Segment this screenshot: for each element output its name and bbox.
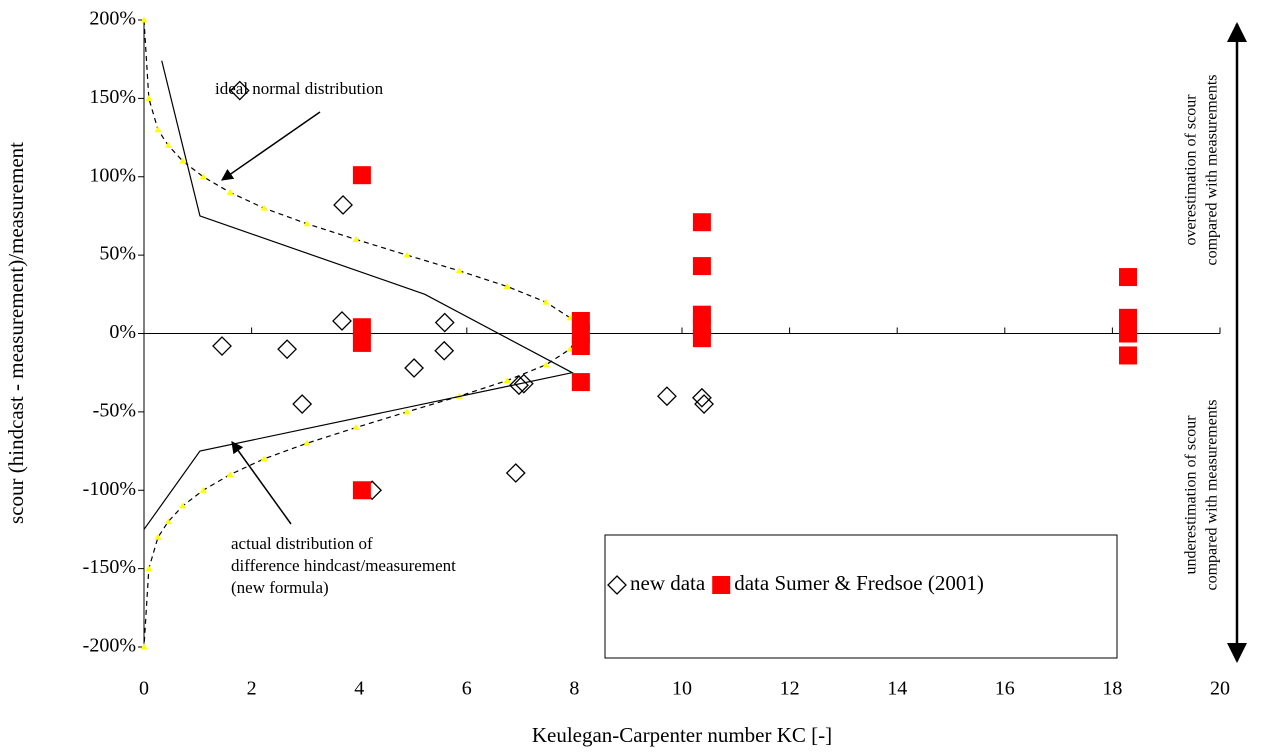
annotation: ideal normal distribution [215,79,384,98]
curve-point [260,455,268,462]
data-point [333,195,353,215]
data-point [352,166,371,185]
data-point [352,333,371,352]
data-point [657,386,677,407]
side-label: compared with measurements [1204,399,1221,590]
x-tick-label: 14 [887,678,907,700]
data-point [509,375,529,396]
curve-point [164,141,172,148]
x-tick-label: 10 [672,678,692,700]
y-tick-label: 150% [89,86,136,108]
curve-point [403,251,411,258]
curve-point [303,220,311,227]
x-tick-label: 16 [995,678,1015,700]
curve-point [303,439,311,446]
y-tick-label: 0% [109,321,136,343]
data-point [1119,346,1138,365]
data-point [1119,324,1138,343]
annotation-arrow [221,111,321,181]
y-tick-label: -50% [93,399,136,421]
curve-point [140,16,148,23]
data-point [352,318,371,337]
curve-point [455,267,463,274]
data-point [694,394,714,414]
data-point [505,463,526,483]
curve-point [503,377,511,384]
curve-point [145,565,153,572]
curve-point [352,424,360,431]
x-axis-title: Keulegan-Carpenter number KC [-] [532,723,832,747]
y-tick-label: 50% [99,243,136,265]
data-point [434,340,455,361]
data-point [571,373,590,392]
x-tick-label: 12 [780,678,800,700]
x-tick-label: 18 [1102,678,1122,700]
data-point [212,336,232,356]
data-point [692,329,711,348]
curve-point [145,94,153,101]
data-point [352,481,371,500]
annotation-arrow [231,441,292,525]
legend-label: new data [630,571,706,595]
data-point [292,394,313,414]
x-tick-label: 2 [247,678,257,700]
data-point [692,257,711,276]
curve-point [352,235,360,242]
curve-point [403,408,411,415]
y-tick-label: 100% [89,164,136,186]
data-point [404,358,424,378]
curve-point [154,126,162,133]
legend-label: data Sumer & Fredsoe (2001) [734,571,984,595]
curve-point [226,471,234,478]
x-tick-label: 0 [139,678,149,700]
y-tick-label: 200% [89,8,136,30]
data-point [1119,308,1138,327]
curve-point [154,533,162,540]
data-point [332,311,352,331]
curve-point [140,643,148,650]
curve [143,60,574,530]
curve-point [566,345,574,352]
legend-marker [607,575,627,595]
data-point [434,312,455,333]
plot: -200% -150% -100% -50% 0% 50% 100% 150% 200% 0 2 4 6… [83,8,1230,700]
curve-point [179,157,187,164]
data-point [571,337,590,356]
legend-marker [712,576,731,594]
x-tick-label: 8 [569,678,579,700]
curve-point [503,282,511,289]
data-point [691,387,712,408]
curve-point [199,173,207,180]
x-tick-label: 4 [354,678,364,700]
x-tick-label: 20 [1210,678,1230,700]
annotation: (new formula) [231,578,329,597]
curve-point [199,486,207,493]
curve-point [542,361,550,368]
annotation: difference hindcast/measurement [231,556,456,575]
data-point [229,80,250,101]
curve-point [260,204,268,211]
y-tick-label: -200% [83,635,136,657]
annotation: actual distribution of [231,534,373,553]
side-label: compared with measurements [1204,74,1221,265]
curve-point [566,314,574,321]
data-point [513,373,534,394]
y-axis-title: scour (hindcast - measurement)/measureme… [4,142,28,524]
legend-box [604,534,1118,659]
side-label: overestimation of scour [1183,94,1200,246]
y-tick-label: -100% [83,478,136,500]
x-tick-label: 6 [462,678,472,700]
y-tick-label: -150% [83,556,136,578]
curve-point [164,518,172,525]
data-point [1119,268,1138,287]
curve-point [179,502,187,509]
side-label: underestimation of scour [1183,415,1200,575]
curve-point [542,298,550,305]
curve-point [226,188,234,195]
data-point [277,339,298,360]
data-point [692,213,711,232]
